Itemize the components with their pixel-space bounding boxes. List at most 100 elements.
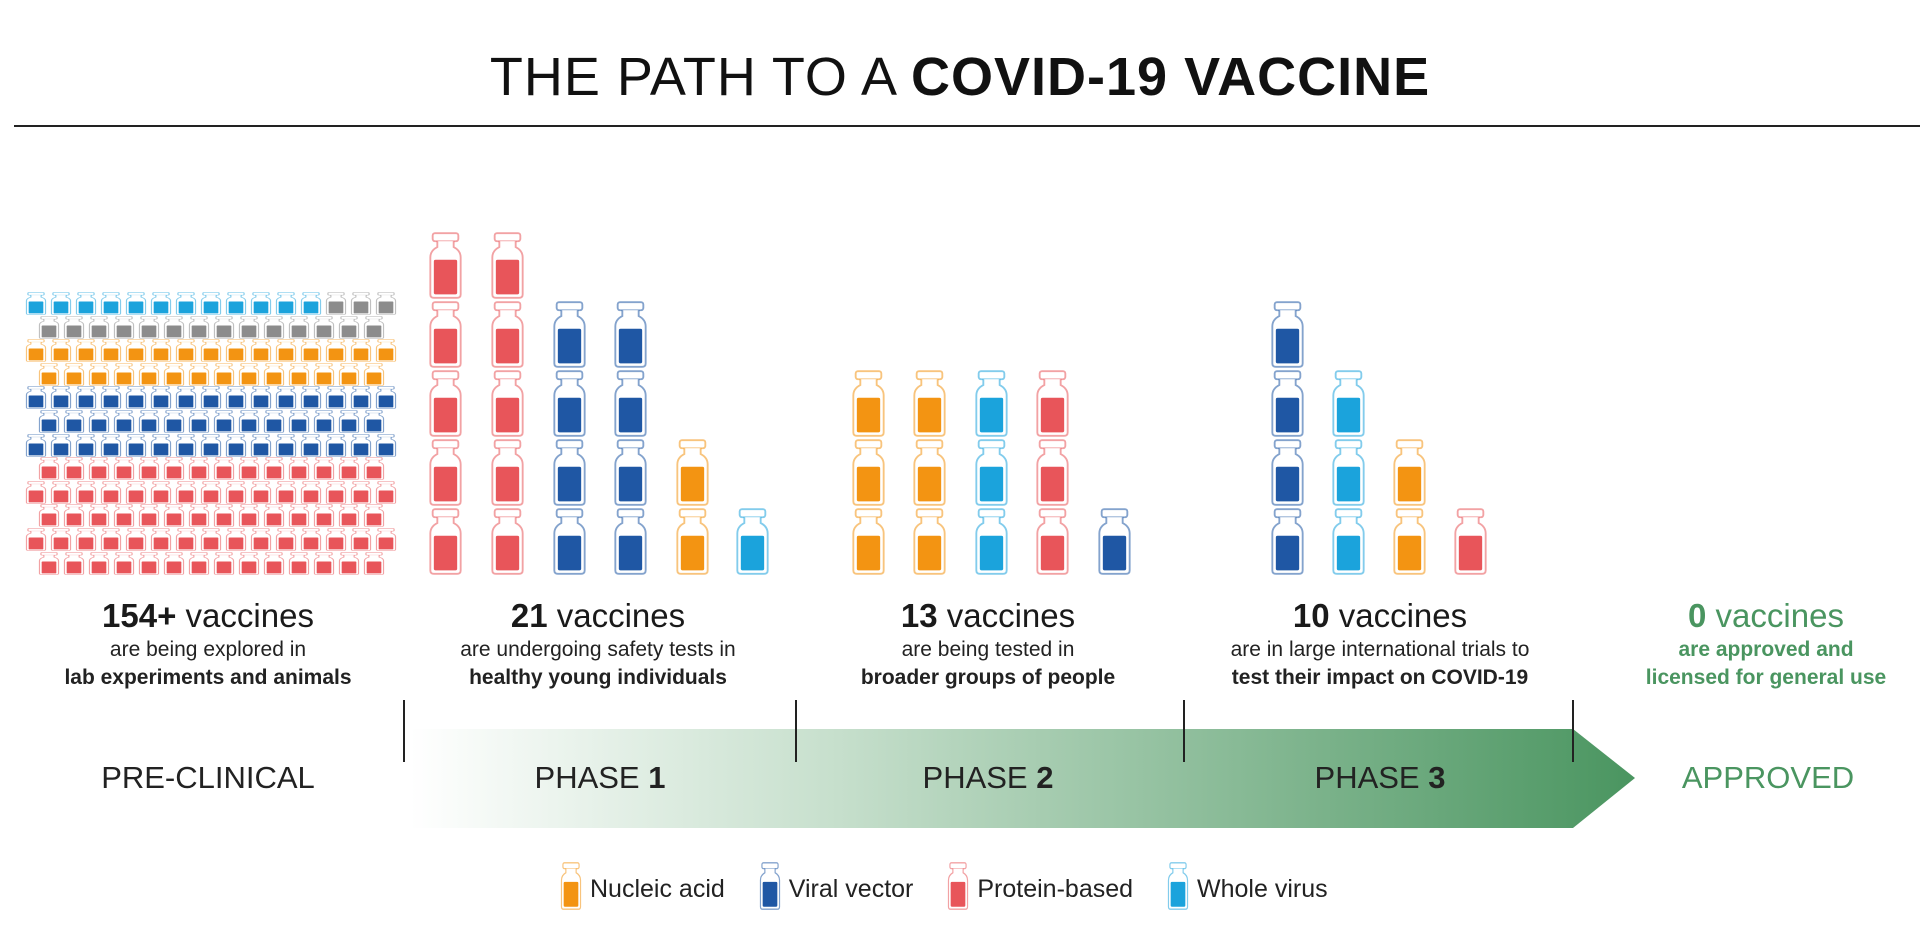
vial-nucleic-acid: [50, 339, 72, 367]
vial-protein-based: [250, 528, 272, 556]
vial-protein-based: [1035, 439, 1070, 511]
vial-viral-vector: [63, 410, 85, 438]
vial-nucleic-acid: [63, 362, 85, 391]
phase-label-3: PHASE 3: [1230, 760, 1530, 796]
vial-protein-based: [490, 370, 525, 442]
stat-desc-bold: lab experiments and animals: [64, 666, 352, 689]
phase-label-2: PHASE 2: [838, 760, 1138, 796]
vial-protein-based: [238, 551, 260, 580]
vial-protein-based: [213, 504, 235, 532]
stat-unit: vaccines: [176, 597, 314, 634]
vial-viral-vector: [1270, 508, 1305, 580]
vial-nucleic-acid: [238, 362, 260, 391]
phase-number: 1: [648, 760, 666, 795]
vial-nucleic-acid: [200, 339, 222, 367]
vial-protein-based: [75, 480, 97, 509]
vial-icon: [759, 862, 781, 917]
vial-viral-vector: [613, 508, 648, 580]
vial-protein-based: [163, 504, 185, 532]
vial-protein-based: [200, 528, 222, 556]
vial-protein-based: [175, 480, 197, 509]
vial-viral-vector: [375, 433, 397, 462]
vial-protein-based: [363, 551, 385, 580]
stat-desc-bold: licensed for general use: [1645, 666, 1887, 689]
vial-nucleic-acid: [175, 339, 197, 367]
stat-unit: vaccines: [1329, 597, 1468, 634]
vial-whole-virus: [75, 292, 97, 320]
vial-nucleic-acid: [1392, 439, 1427, 511]
phase-separator: [403, 700, 405, 762]
vial-other: [350, 292, 372, 320]
vial-protein-based: [288, 457, 310, 485]
phase-label-approved: APPROVED: [1681, 760, 1855, 795]
vial-protein-based: [325, 480, 347, 509]
phase-label-preclinical: PRE-CLINICAL: [101, 760, 315, 795]
legend-label: Viral vector: [788, 875, 914, 903]
vial-nucleic-acid: [363, 362, 385, 391]
vial-protein-based: [175, 528, 197, 556]
vial-nucleic-acid: [325, 339, 347, 367]
vial-protein-based: [113, 551, 135, 580]
vial-nucleic-acid: [851, 439, 886, 511]
vial-protein-based: [238, 504, 260, 532]
vial-protein-based: [25, 528, 47, 556]
vial-protein-based: [275, 480, 297, 509]
vial-protein-based: [428, 232, 463, 304]
vial-viral-vector: [100, 433, 122, 462]
vial-viral-vector: [313, 410, 335, 438]
vial-viral-vector: [288, 410, 310, 438]
vial-protein-based: [263, 551, 285, 580]
vial-viral-vector: [50, 386, 72, 414]
vial-protein-based: [88, 457, 110, 485]
vial-nucleic-acid: [675, 508, 710, 580]
vial-protein-based: [288, 504, 310, 532]
vial-viral-vector: [150, 433, 172, 462]
vial-protein-based: [490, 508, 525, 580]
vial-viral-vector: [38, 410, 60, 438]
legend-label: Protein-based: [977, 875, 1134, 903]
stat-desc: are being tested in: [901, 638, 1075, 661]
vial-nucleic-acid: [263, 362, 285, 391]
legend-item-viral-vector: Viral vector: [759, 862, 914, 917]
vial-whole-virus: [25, 292, 47, 320]
phase-separator: [1183, 700, 1185, 762]
vial-whole-virus: [275, 292, 297, 320]
vial-viral-vector: [138, 410, 160, 438]
vial-protein-based: [38, 551, 60, 580]
vial-whole-virus: [1331, 508, 1366, 580]
vial-protein-based: [428, 301, 463, 373]
phase-label-1: PHASE 1: [450, 760, 750, 796]
vial-whole-virus: [974, 508, 1009, 580]
vial-protein-based: [428, 508, 463, 580]
vial-protein-based: [63, 551, 85, 580]
vial-protein-based: [50, 528, 72, 556]
vial-icon: [560, 862, 582, 917]
stat-approved: 0 vaccines are approved and licensed for…: [1556, 596, 1920, 692]
vial-whole-virus: [1331, 370, 1366, 442]
vial-whole-virus: [150, 292, 172, 320]
vial-viral-vector: [250, 386, 272, 414]
vial-viral-vector: [275, 386, 297, 414]
phase-number: 3: [1428, 760, 1446, 795]
vial-protein-based: [250, 480, 272, 509]
vial-viral-vector: [150, 386, 172, 414]
vial-viral-vector: [613, 370, 648, 442]
vial-other: [88, 315, 110, 344]
vial-nucleic-acid: [75, 339, 97, 367]
vial-viral-vector: [613, 439, 648, 511]
vial-viral-vector: [50, 433, 72, 462]
vial-protein-based: [350, 480, 372, 509]
phase-separator: [795, 700, 797, 762]
vial-protein-based: [325, 528, 347, 556]
vial-viral-vector: [213, 410, 235, 438]
timeline-arrow: [410, 729, 1635, 828]
title-light: THE PATH TO A: [489, 47, 911, 107]
vial-other: [338, 315, 360, 344]
phase-word: PHASE: [922, 760, 1037, 795]
phase-number: 2: [1036, 760, 1054, 795]
vial-protein-based: [313, 457, 335, 485]
vial-viral-vector: [552, 439, 587, 511]
vial-viral-vector: [113, 410, 135, 438]
stat-desc-bold: broader groups of people: [860, 666, 1116, 689]
vial-protein-based: [363, 457, 385, 485]
